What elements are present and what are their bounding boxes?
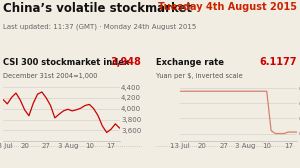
Text: 3,948: 3,948 [110, 57, 141, 67]
Text: Yuan per $, inverted scale: Yuan per $, inverted scale [156, 73, 243, 79]
Text: 6.1177: 6.1177 [260, 57, 297, 67]
Text: CSI 300 stockmarket index: CSI 300 stockmarket index [3, 58, 129, 67]
Text: Tuesday 4th August 2015: Tuesday 4th August 2015 [158, 2, 297, 12]
Text: China’s volatile stockmarket: China’s volatile stockmarket [3, 2, 192, 15]
Text: December 31st 2004=1,000: December 31st 2004=1,000 [3, 73, 98, 79]
Text: Last updated: 11:37 (GMT) · Monday 24th August 2015: Last updated: 11:37 (GMT) · Monday 24th … [3, 24, 196, 30]
Text: Exchange rate: Exchange rate [156, 58, 224, 67]
